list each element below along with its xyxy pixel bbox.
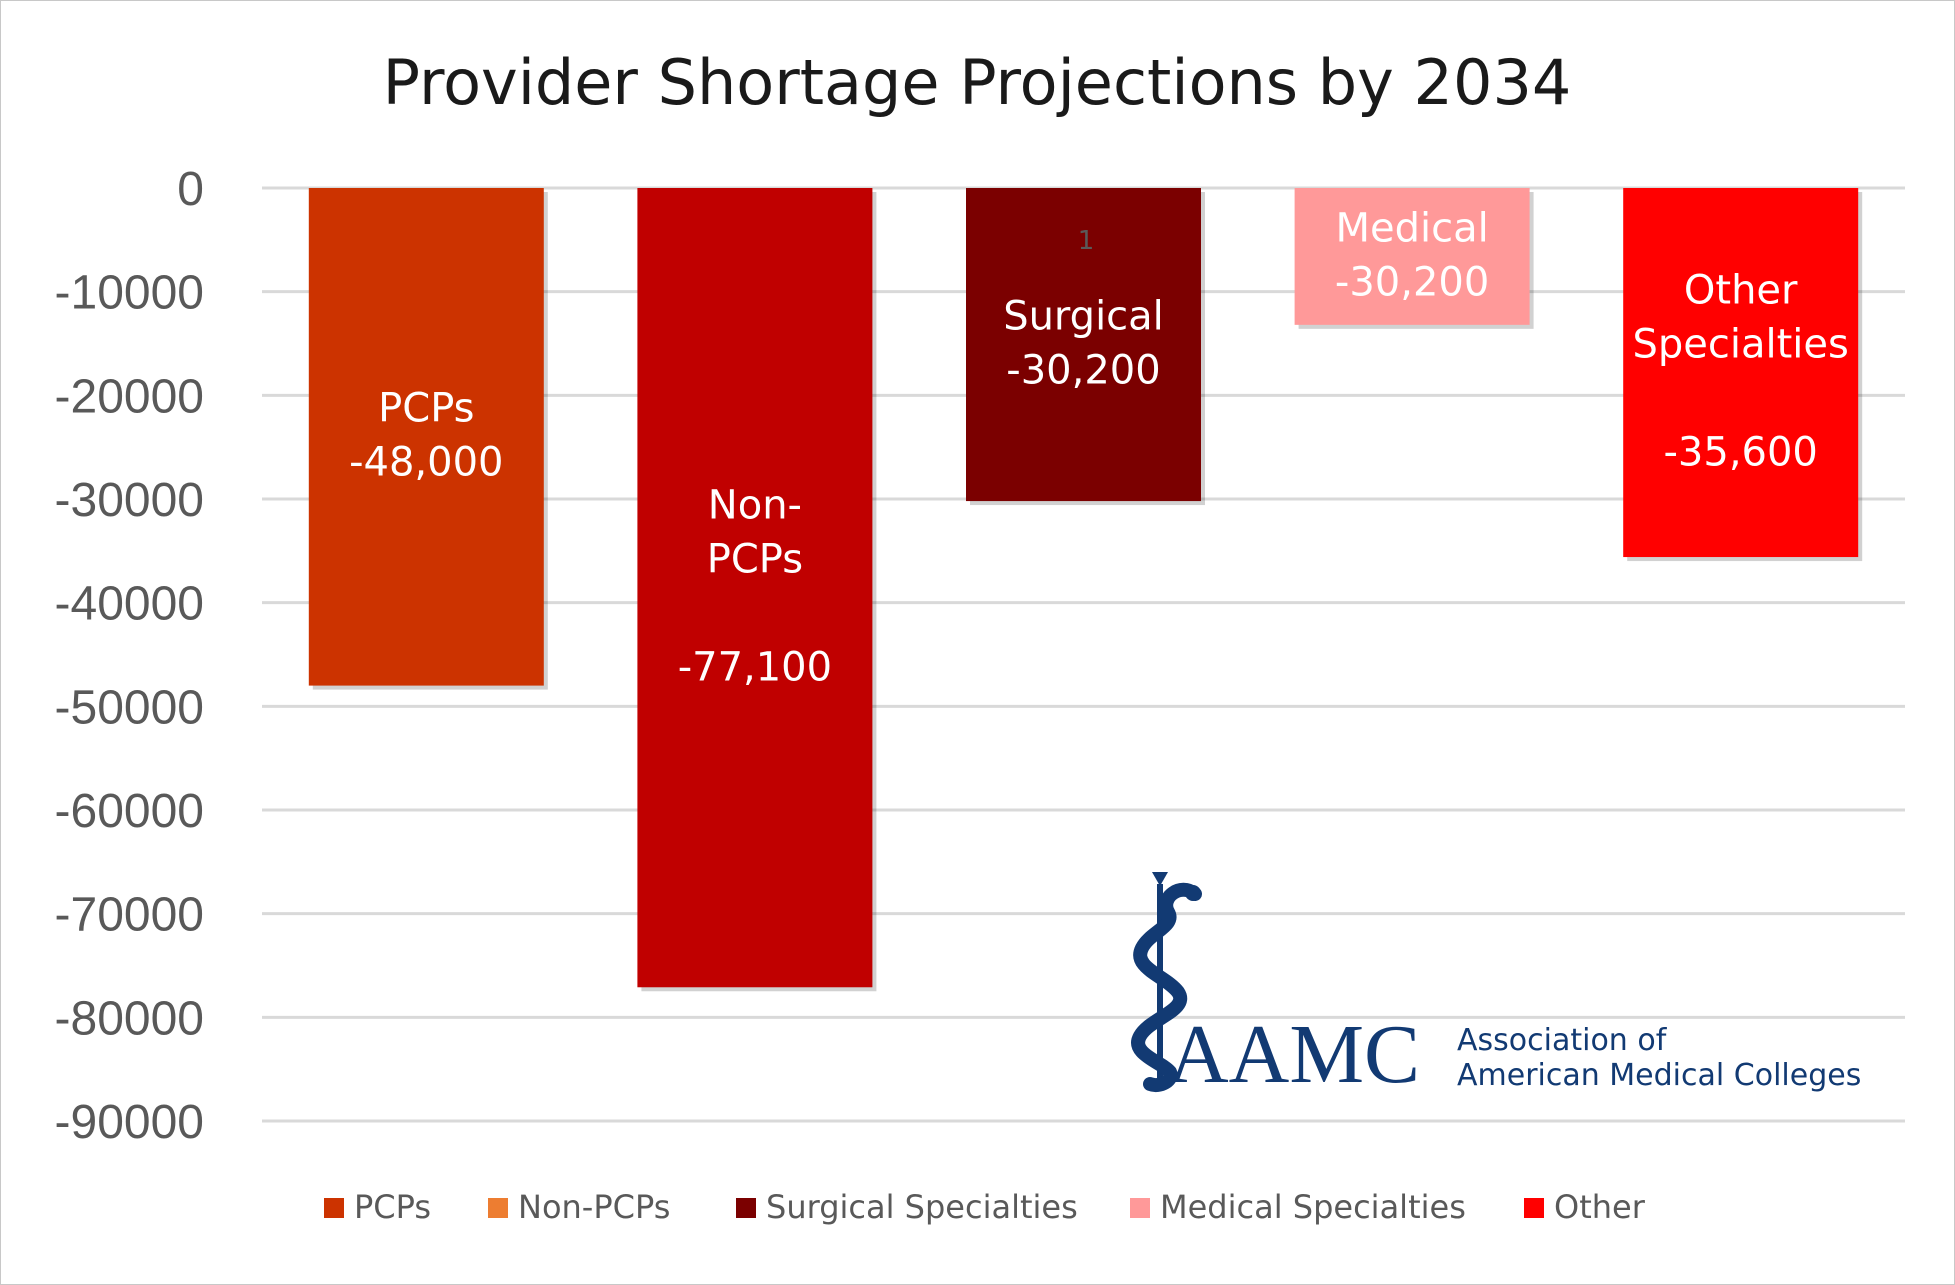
y-tick-label: -10000 bbox=[55, 267, 204, 320]
bar-other bbox=[1623, 188, 1859, 558]
legend-swatch bbox=[1524, 1198, 1544, 1218]
stray-text-mark: 1 bbox=[1078, 226, 1095, 256]
y-tick-label: -70000 bbox=[55, 889, 204, 942]
bar-medical-specialties bbox=[1294, 188, 1530, 325]
legend-swatch bbox=[488, 1198, 508, 1218]
aamc-logo: AAMC Association of American Medical Col… bbox=[1131, 872, 1861, 1101]
y-tick-label: -40000 bbox=[55, 578, 204, 631]
legend-label: PCPs bbox=[354, 1188, 431, 1226]
aamc-name-line-1: Association of bbox=[1457, 1023, 1668, 1058]
chart-title: Provider Shortage Projections by 2034 bbox=[383, 46, 1572, 119]
y-tick-label: -20000 bbox=[55, 370, 204, 423]
bar-pcps bbox=[308, 188, 544, 686]
bar-data-label: Medical -30,200 bbox=[1335, 205, 1489, 305]
legend-label: Medical Specialties bbox=[1160, 1188, 1466, 1226]
bar-non-pcps bbox=[637, 188, 873, 988]
y-tick-label: -30000 bbox=[55, 474, 204, 527]
y-tick-label: -80000 bbox=[55, 992, 204, 1045]
y-tick-label: -90000 bbox=[55, 1096, 204, 1149]
y-axis-ticks: 0 -10000 -20000 -30000 -40000 -50000 -60000 -70… bbox=[55, 163, 204, 1149]
legend-swatch bbox=[324, 1198, 344, 1218]
bar-data-label: Non-PCPs -77,100 bbox=[678, 483, 832, 691]
y-tick-label: -50000 bbox=[55, 681, 204, 734]
staff-of-asclepius-icon bbox=[1131, 872, 1202, 1092]
y-tick-label: -60000 bbox=[55, 785, 204, 838]
legend-label: Non-PCPs bbox=[518, 1188, 670, 1226]
legend-label: Surgical Specialties bbox=[766, 1188, 1078, 1226]
legend-swatch bbox=[736, 1198, 756, 1218]
bar-surgical-specialties bbox=[966, 188, 1201, 502]
legend-label: Other bbox=[1554, 1188, 1646, 1226]
legend: PCPs Non-PCPs Surgical Specialties Medical … bbox=[324, 1188, 1646, 1226]
bars bbox=[308, 188, 1863, 992]
legend-swatch bbox=[1130, 1198, 1150, 1218]
bar-data-label: Other Specialties -35,600 bbox=[1633, 267, 1849, 475]
aamc-name-line-2: American Medical Colleges bbox=[1457, 1058, 1861, 1093]
y-tick-label: 0 bbox=[177, 163, 204, 216]
aamc-wordmark: AAMC bbox=[1168, 1008, 1420, 1101]
data-labels: PCPs -48,000 Non-PCPs -77,100 Surgical -30,20… bbox=[349, 205, 1849, 690]
bar-data-label: Surgical -30,200 bbox=[1003, 293, 1164, 393]
bar-data-label: PCPs -48,000 bbox=[349, 386, 503, 486]
